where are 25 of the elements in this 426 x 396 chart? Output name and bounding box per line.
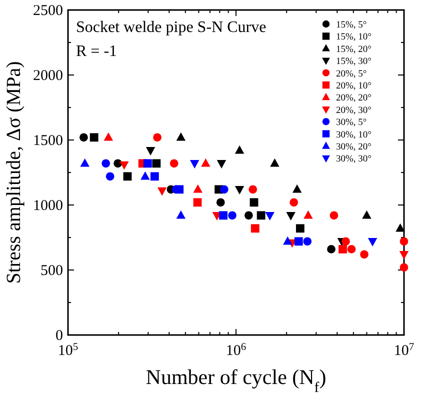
y-tick-label: 2500 <box>33 3 63 19</box>
y-axis-title: Stress amplitude, Δσ (MPa) <box>3 61 25 284</box>
legend-label: 30%, 30° <box>336 154 372 165</box>
annotation: R = -1 <box>76 43 118 60</box>
legend-label: 20%, 30° <box>336 106 372 116</box>
x-axis-title: Number of cycle (N$_{f}$) <box>146 365 326 396</box>
x-tick-label: 10$^{6}$ <box>226 342 246 359</box>
legend-label: 15%, 5° <box>336 20 367 30</box>
y-tick-label: 1000 <box>33 198 63 214</box>
legend-label: 30%, 10° <box>336 130 372 140</box>
legend-label: 20%, 20° <box>336 94 372 104</box>
annotation: Socket welde pipe S-N Curve <box>76 19 266 36</box>
x-tick-label: 10$^{7}$ <box>394 342 414 359</box>
legend-label: 30%, 20° <box>336 142 372 152</box>
legend-label: 15%, 30° <box>336 57 372 68</box>
x-tick-label: 10$^{5}$ <box>58 342 78 359</box>
legend-label: 15%, 20° <box>336 44 372 55</box>
legend-label: 20%, 10° <box>336 82 372 92</box>
y-tick-label: 2000 <box>33 68 63 84</box>
y-tick-label: 500 <box>40 263 63 279</box>
y-tick-label: 0 <box>56 328 63 344</box>
legend-label: 20%, 5° <box>336 69 367 80</box>
legend-label: 30%, 5° <box>336 118 367 128</box>
legend-label: 15%, 10° <box>336 32 372 43</box>
y-tick-label: 1500 <box>33 133 63 149</box>
